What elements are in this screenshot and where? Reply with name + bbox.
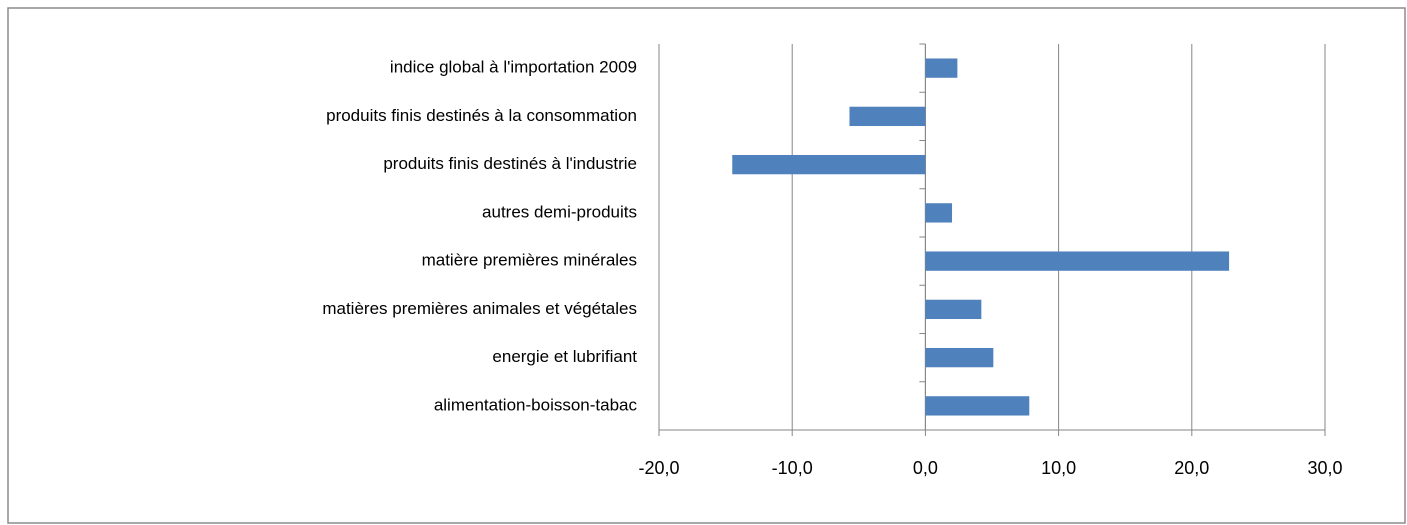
y-tick-label: produits finis destinés à l'industrie [383,154,637,173]
x-tick-label: -20,0 [638,458,679,478]
bar [925,299,982,320]
bar [925,58,958,78]
bar [849,106,926,127]
y-tick-label: matière premières minérales [422,251,637,270]
y-tick-label: indice global à l'importation 2009 [390,58,637,77]
x-tick-label: 30,0 [1307,458,1342,478]
y-tick-label: autres demi-produits [482,202,637,221]
bar [925,251,1230,271]
bar [925,396,1030,416]
bar [732,154,926,175]
y-tick-label: matières premières animales et végétales [322,299,637,318]
y-tick-label: produits finis destinés à la consommatio… [326,106,637,125]
x-tick-label: -10,0 [772,458,813,478]
y-tick-label: alimentation-boisson-tabac [434,395,638,414]
bar [925,347,994,368]
x-tick-label: 20,0 [1174,458,1209,478]
x-tick-label: 0,0 [913,458,938,478]
x-tick-label: 10,0 [1041,458,1076,478]
bar [925,203,953,223]
y-tick-label: energie et lubrifiant [492,347,637,366]
